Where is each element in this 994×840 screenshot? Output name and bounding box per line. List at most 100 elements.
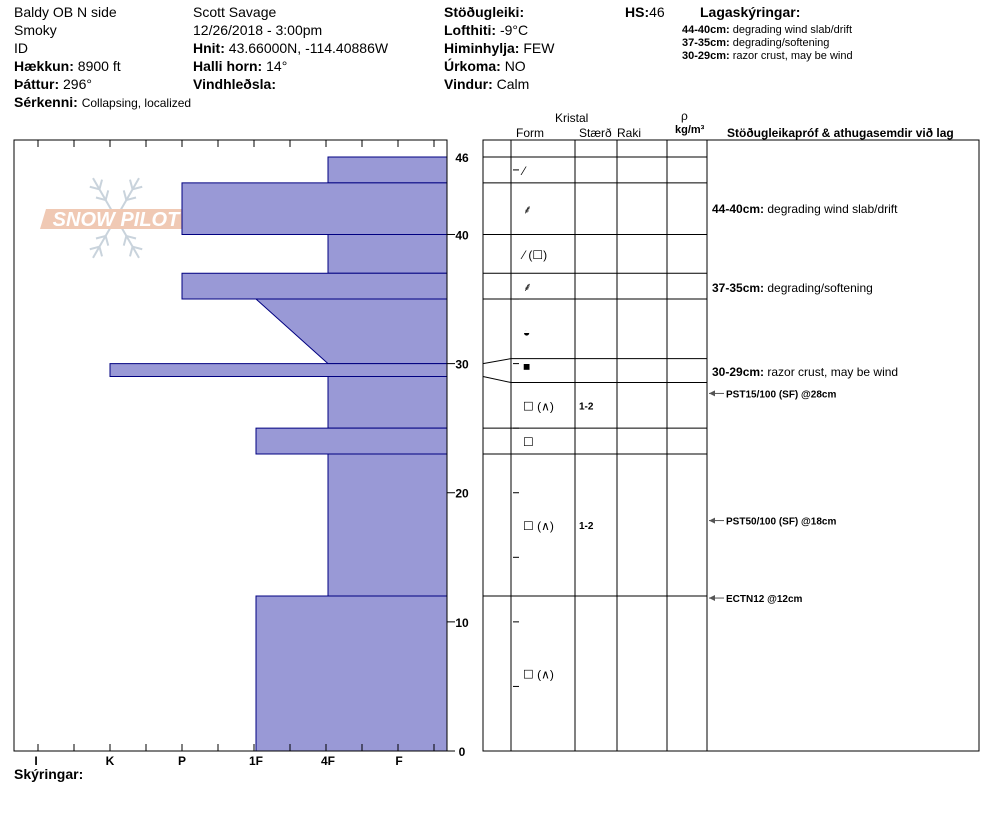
snowflake-branch — [98, 246, 103, 257]
hardness-bar — [327, 453, 448, 597]
legend-label: Skýringar: — [14, 766, 84, 782]
hs-label: HS: — [625, 4, 650, 20]
hardness-bar — [255, 595, 448, 752]
tests-header: Stöðugleikapróf & athugasemdir við lag — [727, 126, 954, 140]
special-row: Sérkenni: Collapsing, localized — [14, 94, 191, 111]
grain-form-symbol: ☐ (∧) — [523, 668, 554, 682]
hs-value: 46 — [649, 4, 665, 20]
grain-form-symbol: ⁄ — [520, 164, 527, 178]
snowflake-branch — [89, 185, 100, 191]
observer-name: Scott Savage — [193, 4, 277, 20]
depth-tick-label: 10 — [455, 616, 469, 630]
depth-tick-label: 40 — [455, 228, 469, 242]
coords-value: 43.66000N, -114.40886W — [228, 40, 389, 56]
grain-form-symbol: ⸙ — [523, 203, 532, 217]
hardness-bar — [327, 156, 448, 184]
observation-datetime: 12/26/2018 - 3:00pm — [193, 22, 323, 38]
hardness-bar — [254, 298, 448, 365]
hardness-bar — [109, 363, 448, 378]
grain-form-symbol: ◒ — [523, 325, 530, 339]
depth-tick-label: 46 — [455, 151, 469, 165]
logo-text: SNOW PILOT — [53, 209, 181, 231]
layer-comments: 44-40cm: degrading wind slab/drift 37-35c… — [712, 202, 898, 379]
special-label: Sérkenni: — [14, 94, 78, 110]
hs-row: HS:46 — [625, 4, 665, 20]
snowpilot-logo: SNOW PILOT — [40, 177, 192, 259]
hardness-tick-label: I — [34, 754, 37, 768]
hardness-bar — [327, 233, 448, 274]
elevation-value: 8900 ft — [77, 58, 121, 74]
hardness-bar — [181, 272, 448, 300]
density-symbol: ρ — [681, 109, 688, 123]
hardness-bar — [327, 376, 448, 429]
grain-form-symbol: ⸙ — [523, 280, 532, 294]
depth-tick-label: 0 — [459, 745, 466, 759]
snowflake-branch — [98, 179, 103, 190]
grain-form-symbol: ■ — [523, 360, 530, 374]
test-arrow-head — [709, 517, 715, 524]
layer-comment: 44-40cm: degrading wind slab/drift — [712, 202, 898, 216]
form-header: Form — [516, 126, 544, 140]
layer-comment: 30-29cm: razor crust, may be wind — [712, 365, 898, 379]
snowflake-branch — [89, 245, 100, 251]
snowflake-branch — [132, 245, 143, 251]
snowflake-branch — [126, 196, 137, 202]
wind-value: Calm — [496, 76, 530, 92]
air-temp-row: Lofthiti: -9°C — [444, 22, 528, 38]
hardness-tick-label: 4F — [321, 754, 335, 768]
snowflake-branch — [95, 196, 106, 202]
layer-note: 44-40cm: degrading wind slab/drift — [682, 24, 853, 36]
stability-tests: PST15/100 (SF) @28cm PST50/100 (SF) @18cm… — [709, 389, 836, 605]
coords-row: Hnit: 43.66000N, -114.40886W — [193, 40, 388, 56]
grain-form-symbol: ☐ (∧) — [523, 399, 554, 413]
snowflake-branch — [129, 179, 134, 190]
snowflake-branch — [132, 185, 143, 191]
snowflake-branch — [122, 190, 128, 201]
hardness-plot-frame — [13, 139, 448, 752]
hardness-tick-label: 1F — [249, 754, 263, 768]
slope-row: Halli horn: 14° — [193, 58, 287, 74]
slope-label: Halli horn: — [193, 58, 263, 74]
wind-row: Vindur: Calm — [444, 76, 529, 92]
size-header: Stærð — [579, 126, 612, 140]
layer-note: 30-29cm: razor crust, may be wind — [682, 50, 853, 62]
hardness-bar — [181, 182, 448, 235]
grain-size: 1-2 — [579, 401, 594, 412]
range-name: Smoky — [14, 22, 57, 38]
crystal-header: Kristal — [555, 111, 589, 125]
sky-row: Himinhylja: FEW — [444, 40, 554, 56]
elevation-row: Hækkun: 8900 ft — [14, 58, 121, 74]
grain-form-symbol: ☐ (∧) — [523, 519, 554, 533]
grain-connector — [482, 358, 512, 365]
density-unit: kg/m³ — [675, 124, 705, 136]
aspect-value: 296° — [63, 76, 92, 92]
air-temp-value: -9°C — [499, 22, 529, 38]
hardness-bars — [109, 156, 448, 752]
test-label: PST50/100 (SF) @18cm — [726, 517, 836, 528]
grain-table-frame — [482, 139, 980, 752]
layer-note: 37-35cm: degrading/softening — [682, 37, 830, 49]
layer-comment: 37-35cm: degrading/softening — [712, 281, 873, 295]
special-value: Collapsing, localized — [81, 96, 192, 110]
precip-row: Úrkoma: NO — [444, 58, 526, 74]
wind-label: Vindur: — [444, 76, 493, 92]
snowflake-branch — [104, 190, 110, 201]
location-name: Baldy OB N side — [14, 4, 117, 20]
precip-label: Úrkoma: — [444, 58, 501, 74]
test-arrow-head — [709, 390, 715, 397]
depth-tick-label: 20 — [455, 487, 469, 501]
hardness-tick-label: F — [395, 754, 402, 768]
air-temp-label: Lofthiti: — [444, 22, 497, 38]
slope-value: 14° — [266, 58, 288, 74]
hardness-axis: I K P 1F 4F F — [34, 140, 435, 768]
hardness-bar — [255, 427, 448, 455]
grain-form-symbol: ⁄ (☐) — [520, 248, 547, 262]
grain-table — [482, 139, 980, 752]
snowflake-branch — [126, 234, 137, 240]
coords-label: Hnit: — [193, 40, 225, 56]
snowflake-branch — [95, 234, 106, 240]
grain-rows: ⁄ ⸙ ⁄ (☐) ⸙ ◒ ■ ☐ (∧) 1-2 ☐ ☐ (∧) 1-2 ☐ (∧) — [520, 164, 594, 682]
precip-value: NO — [504, 58, 526, 74]
grain-connector — [482, 376, 512, 384]
